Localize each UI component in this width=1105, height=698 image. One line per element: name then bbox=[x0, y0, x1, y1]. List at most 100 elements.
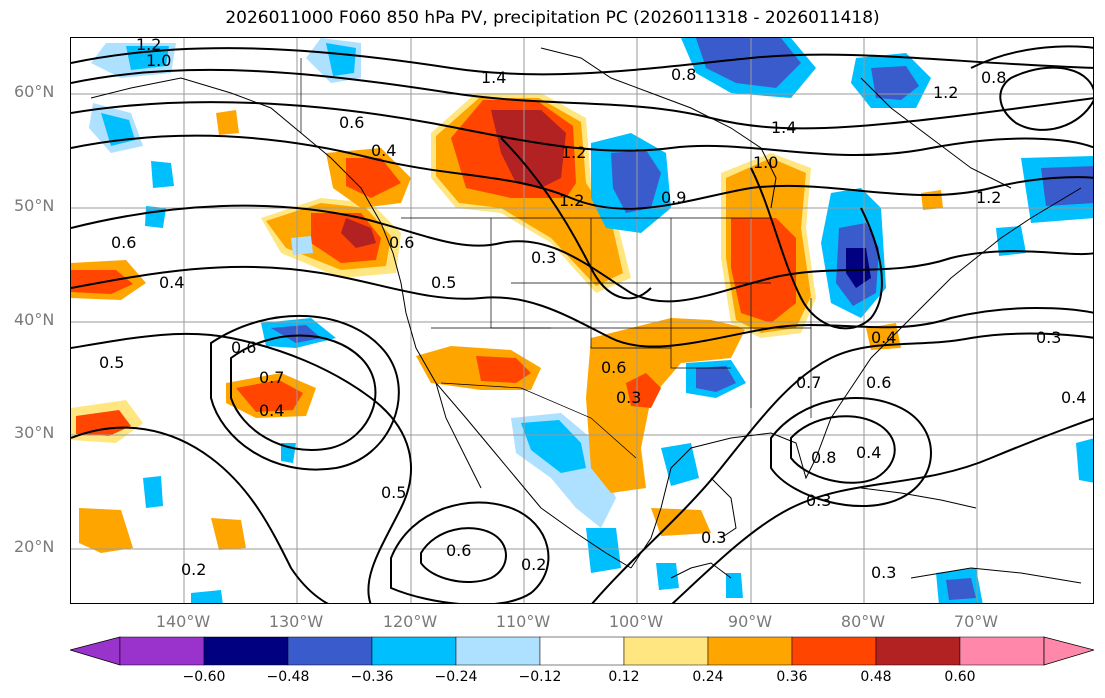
graticule bbox=[71, 38, 1093, 603]
colorbar-bin bbox=[455, 636, 541, 666]
contour-loop-mex-2 bbox=[420, 527, 507, 584]
contour-low-3 bbox=[671, 417, 1093, 603]
contour-label: 0.2 bbox=[181, 560, 206, 579]
colorbar-bin bbox=[623, 636, 709, 666]
lon-label-140w: 140°W bbox=[155, 612, 211, 631]
shade-darkblue-top-center bbox=[696, 38, 801, 88]
shade-blue-nw-coast-core bbox=[326, 43, 356, 76]
contour-label: 0.6 bbox=[446, 541, 471, 560]
contour-north-3 bbox=[71, 101, 1093, 156]
shade-blue-west-1-core bbox=[101, 113, 135, 146]
colorbar-tick: −0.48 bbox=[266, 669, 310, 685]
coast-east bbox=[910, 187, 1082, 319]
contour-ne-loop bbox=[999, 66, 1093, 131]
lat-label-40n: 40°N bbox=[14, 310, 55, 329]
coast-mexico-pac bbox=[540, 507, 632, 569]
contour-low-2 bbox=[591, 332, 1093, 603]
coast-bc-pnw bbox=[380, 222, 542, 509]
contour-label: 1.2 bbox=[136, 38, 161, 54]
colorbar-tick: −0.36 bbox=[350, 669, 394, 685]
contour-trough-west bbox=[500, 137, 652, 300]
border-us-mexico bbox=[440, 382, 637, 459]
contour-label: 0.8 bbox=[811, 448, 836, 467]
shade-red-central bbox=[626, 373, 661, 408]
colorbar-bin bbox=[203, 636, 289, 666]
coast-yucatan bbox=[710, 477, 737, 539]
shade-red-glakes bbox=[731, 218, 796, 323]
contour-north-2 bbox=[71, 68, 1093, 130]
contour-label: 0.4 bbox=[1061, 388, 1086, 407]
shade-red-pac-3 bbox=[236, 380, 303, 412]
shade-blue-caribbean bbox=[656, 563, 679, 590]
contour-north-4 bbox=[71, 134, 1093, 210]
shade-darkblue-gulf bbox=[696, 366, 736, 392]
shade-blue-florida bbox=[661, 443, 699, 486]
coast-alaska bbox=[90, 77, 382, 224]
coastlines bbox=[90, 47, 1082, 584]
contour-loop-sw bbox=[230, 334, 377, 451]
coast-cam bbox=[670, 562, 732, 579]
contour-label: 0.8 bbox=[671, 65, 696, 84]
contour-label: 0.7 bbox=[796, 373, 821, 392]
lon-label-100w: 100°W bbox=[608, 612, 664, 631]
contour-label: 0.3 bbox=[806, 491, 831, 510]
colorbar-tick: −0.24 bbox=[434, 669, 478, 685]
colorbar-tick: 0.48 bbox=[860, 669, 892, 685]
contour-label: 0.4 bbox=[856, 443, 881, 462]
contour-loop-mex bbox=[390, 501, 550, 603]
lon-label-130w: 130°W bbox=[268, 612, 324, 631]
lon-label-110w: 110°W bbox=[495, 612, 551, 631]
shade-darkred-wcanada bbox=[491, 110, 566, 188]
lon-label-90w: 90°W bbox=[727, 612, 773, 631]
contour-ne-2 bbox=[970, 45, 1093, 69]
contour-label: 1.2 bbox=[559, 191, 584, 210]
contour-label: 0.6 bbox=[339, 113, 364, 132]
contour-label: 0.3 bbox=[1036, 328, 1061, 347]
contour-label: 0.9 bbox=[661, 188, 686, 207]
shade-red-pac-4 bbox=[76, 410, 131, 436]
contour-label: 0.3 bbox=[531, 248, 556, 267]
contour-label: 0.3 bbox=[871, 563, 896, 582]
shade-navy-eastcoast bbox=[846, 248, 871, 288]
border-states-3 bbox=[670, 218, 731, 369]
contour-label: 1.2 bbox=[976, 188, 1001, 207]
shade-darkblue-hudson bbox=[611, 150, 661, 213]
coast-labrador bbox=[860, 77, 1012, 189]
shade-orange-pac-6 bbox=[211, 518, 246, 550]
map-canvas: 1.2 1.0 1.4 0.6 0.4 1.2 0.6 0.5 0.3 1.2 … bbox=[71, 38, 1093, 603]
colorbar-bin bbox=[959, 636, 1045, 666]
colorbar-bin bbox=[791, 636, 877, 666]
contour-label: 1.2 bbox=[561, 143, 586, 162]
shade-blue-east-2 bbox=[996, 226, 1026, 256]
lat-label-60n: 60°N bbox=[14, 82, 55, 101]
contour-mid-3 bbox=[71, 332, 412, 603]
colorbar-bin bbox=[707, 636, 793, 666]
contour-north-1 bbox=[71, 47, 1093, 76]
precip-shading bbox=[71, 38, 1093, 603]
lon-label-80w: 80°W bbox=[840, 612, 886, 631]
colorbar-extend-low bbox=[70, 636, 121, 666]
shade-orange-ak-small bbox=[216, 110, 239, 135]
shade-red-sw-us bbox=[476, 356, 531, 383]
pv-contours bbox=[71, 45, 1093, 603]
shade-orange-pac-5 bbox=[79, 508, 133, 553]
shade-blue-west-3 bbox=[145, 206, 166, 228]
contour-label: 0.6 bbox=[389, 233, 414, 252]
colorbar-tick: 0.24 bbox=[692, 669, 724, 685]
border-states-2 bbox=[590, 218, 671, 349]
shade-orange-east-small bbox=[921, 190, 943, 210]
contour-label: 0.3 bbox=[616, 388, 641, 407]
contour-label: 0.6 bbox=[231, 338, 256, 357]
contour-label: 1.0 bbox=[753, 153, 778, 172]
coast-cuba bbox=[860, 487, 977, 509]
colorbar-tick: 0.60 bbox=[944, 669, 976, 685]
contour-label: 0.4 bbox=[871, 328, 896, 347]
contour-label: 0.7 bbox=[259, 368, 284, 387]
contour-label: 0.4 bbox=[371, 141, 396, 160]
colorbar-tick: 0.36 bbox=[776, 669, 808, 685]
contour-label: 0.6 bbox=[601, 358, 626, 377]
contour-label: 0.8 bbox=[981, 68, 1006, 87]
colorbar bbox=[70, 636, 1094, 666]
contour-label: 0.6 bbox=[111, 233, 136, 252]
shade-blue-west-2 bbox=[151, 161, 174, 188]
